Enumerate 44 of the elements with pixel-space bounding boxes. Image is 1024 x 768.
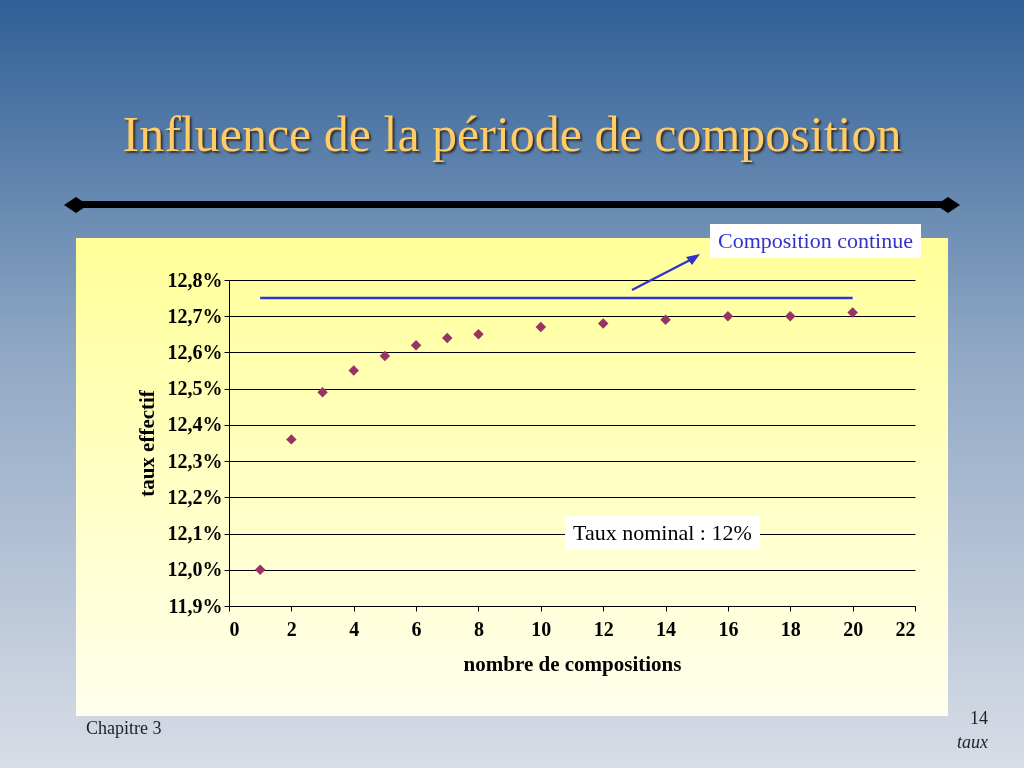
point [535, 321, 547, 333]
x-tick-label: 4 [349, 617, 360, 640]
x-tick-label: 16 [718, 617, 739, 640]
x-tick-label: 12 [593, 617, 614, 640]
x-tick-label: 10 [531, 617, 552, 640]
x-tick-label: 14 [656, 617, 677, 640]
y-tick-label: 12,0% [167, 558, 223, 581]
point [660, 314, 671, 326]
y-axis-title: taux effectif [134, 389, 159, 497]
point [597, 318, 609, 329]
point [317, 387, 328, 398]
x-tick-label: 18 [780, 617, 801, 640]
y-tick-label: 12,4% [167, 413, 223, 436]
x-tick-label: 8 [473, 617, 484, 640]
point [254, 564, 266, 576]
x-tick-label: 22 [895, 617, 916, 640]
annotation: Taux nominal : 12% [565, 516, 760, 550]
point [442, 332, 453, 344]
x-tick-label: 0 [229, 617, 240, 640]
point [722, 310, 734, 322]
point [348, 365, 359, 376]
x-tick-label: 2 [286, 617, 297, 640]
text: 14 [970, 708, 988, 729]
y-tick-label: 12,2% [167, 485, 223, 508]
y-tick-label: 12,3% [167, 449, 223, 472]
y-tick-label: 12,1% [167, 522, 223, 545]
x-axis-title: nombre de compositions [463, 651, 682, 676]
point [379, 350, 391, 362]
x-tick-label: 6 [411, 617, 422, 640]
point [286, 434, 297, 445]
x-tick-label: 20 [843, 617, 864, 640]
text: taux [957, 732, 988, 753]
point [410, 339, 422, 351]
y-tick-label: 12,6% [167, 340, 223, 363]
y-tick-label: 12,8% [167, 268, 223, 291]
text: Composition continue [710, 224, 921, 258]
y-tick-label: 12,7% [167, 304, 223, 327]
point [785, 310, 796, 322]
point [847, 307, 858, 318]
y-tick-label: 11,9% [168, 594, 223, 617]
text: Chapitre 3 [86, 718, 162, 739]
chart-title: Influence de la période de composition [121, 105, 903, 163]
y-tick-label: 12,5% [167, 377, 223, 400]
point [473, 329, 484, 340]
